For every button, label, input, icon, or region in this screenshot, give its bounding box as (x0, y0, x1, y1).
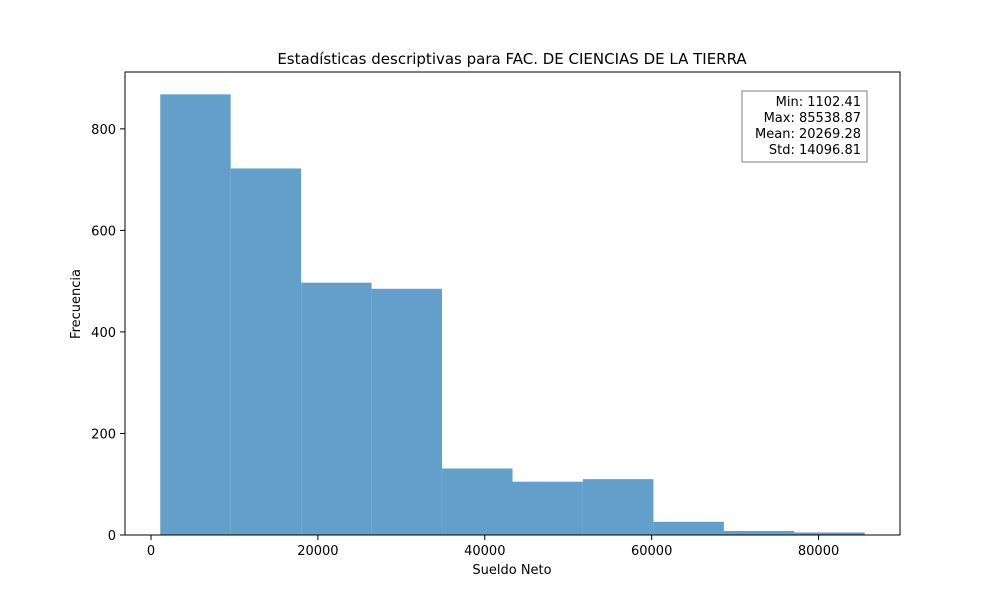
histogram-bar-7 (653, 521, 724, 535)
histogram-bar-8 (723, 530, 795, 535)
histogram-bar-4 (442, 468, 513, 535)
y-axis: 0 200 400 600 800 (91, 123, 125, 544)
bars-group (160, 94, 865, 536)
stats-mean: Mean: 20269.28 (755, 127, 861, 142)
x-tick-label: 80000 (798, 544, 839, 559)
x-tick-label: 20000 (297, 544, 338, 559)
histogram-bar-0 (160, 94, 231, 536)
histogram-bar-5 (512, 481, 583, 535)
y-axis-label: Frecuencia (69, 269, 84, 339)
histogram-bar-1 (230, 168, 302, 536)
y-tick-label: 200 (91, 427, 116, 442)
x-axis-label: Sueldo Neto (472, 563, 551, 578)
stats-min: Min: 1102.41 (776, 95, 861, 110)
plot-frame (124, 71, 901, 536)
x-tick-label: 0 (147, 544, 155, 559)
histogram-bar-6 (582, 479, 654, 535)
x-tick-label: 40000 (464, 544, 505, 559)
stats-box-frame (741, 90, 868, 163)
y-tick-label: 400 (91, 326, 116, 341)
x-axis: 0 20000 40000 60000 80000 (147, 535, 839, 559)
stats-max: Max: 85538.87 (764, 111, 861, 126)
y-tick-label: 600 (91, 224, 116, 239)
histogram-bar-9 (794, 532, 865, 535)
x-tick-label: 60000 (631, 544, 672, 559)
y-tick-label: 0 (108, 529, 116, 544)
chart-title: Estadísticas descriptivas para FAC. DE C… (277, 50, 747, 68)
histogram-bar-3 (371, 288, 443, 535)
stats-std: Std: 14096.81 (769, 143, 861, 158)
y-tick-label: 800 (91, 123, 116, 138)
stats-box: Min: 1102.41 Max: 85538.87 Mean: 20269.2… (741, 90, 868, 163)
histogram-bar-2 (301, 282, 372, 535)
